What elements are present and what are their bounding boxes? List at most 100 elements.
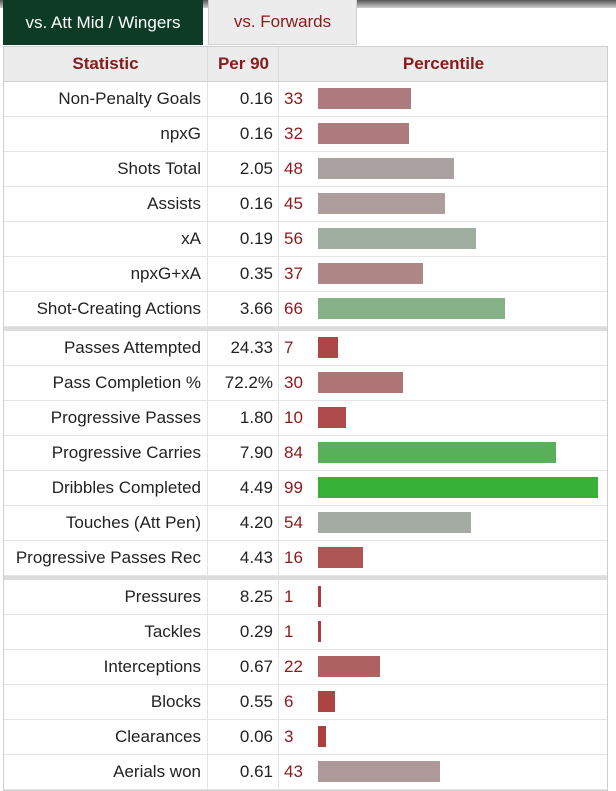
percentile-bar [318,123,409,144]
table-row: Passes Attempted 24.33 7 [4,327,607,366]
percentile-bar [318,477,598,498]
stat-name: npxG+xA [130,264,201,283]
percentile-bar [318,193,445,214]
table-row: Non-Penalty Goals 0.16 33 [4,82,607,117]
percentile-bar [318,158,454,179]
percentile-value: 6 [284,692,294,711]
percentile-value: 54 [284,513,303,532]
stat-name: Clearances [115,727,201,746]
tab-att-mid-wingers[interactable]: vs. Att Mid / Wingers [3,0,203,45]
table-row: Pressures 8.25 1 [4,576,607,615]
table-row: npxG 0.16 32 [4,117,607,152]
stat-name: Assists [147,194,201,213]
percentile-cell: 43 [278,755,608,789]
percentile-cell: 99 [278,471,608,505]
percentile-cell: 10 [278,401,608,435]
stat-name: Progressive Passes [50,408,201,427]
percentile-cell: 3 [278,720,608,754]
per90-value: 4.49 [207,471,278,505]
per90-value: 0.67 [207,650,278,684]
stat-name: Aerials won [113,762,201,781]
table-row: Progressive Passes Rec 4.43 16 [4,541,607,576]
per90-value: 0.19 [207,222,278,256]
percentile-value: 22 [284,657,303,676]
percentile-bar [318,691,335,712]
percentile-bar [318,656,380,677]
table-row: Blocks 0.55 6 [4,685,607,720]
per90-value: 0.55 [207,685,278,719]
per90-value: 1.80 [207,401,278,435]
percentile-value: 48 [284,159,303,178]
percentile-cell: 7 [278,331,608,365]
percentile-value: 56 [284,229,303,248]
stat-name: Pass Completion % [52,373,201,392]
table-row: Clearances 0.06 3 [4,720,607,755]
percentile-value: 33 [284,89,303,108]
percentile-value: 43 [284,762,303,781]
stat-name: Progressive Carries [51,443,201,462]
percentile-cell: 32 [278,117,608,151]
percentile-bar [318,88,411,109]
per90-value: 4.43 [207,541,278,575]
percentile-value: 66 [284,299,303,318]
header-percentile[interactable]: Percentile [278,47,608,81]
percentile-cell: 22 [278,650,608,684]
percentile-cell: 48 [278,152,608,186]
per90-value: 2.05 [207,152,278,186]
percentile-bar [318,298,505,319]
percentile-cell: 30 [278,366,608,400]
per90-value: 0.29 [207,615,278,649]
percentile-value: 10 [284,408,303,427]
tab-forwards[interactable]: vs. Forwards [208,0,357,45]
per90-value: 72.2% [207,366,278,400]
percentile-value: 45 [284,194,303,213]
percentile-bar [318,512,471,533]
header-statistic[interactable]: Statistic [72,54,139,73]
per90-value: 24.33 [207,331,278,365]
stat-name: Interceptions [103,657,201,676]
per90-value: 7.90 [207,436,278,470]
table-row: Shots Total 2.05 48 [4,152,607,187]
stat-name: Shot-Creating Actions [36,299,201,318]
stat-name: Shots Total [117,159,201,178]
percentile-bar [318,337,338,358]
table-row: Dribbles Completed 4.49 99 [4,471,607,506]
percentile-cell: 84 [278,436,608,470]
percentile-value: 1 [284,587,294,606]
per90-value: 0.16 [207,117,278,151]
per90-value: 0.35 [207,257,278,291]
percentile-cell: 6 [278,685,608,719]
table-row: Pass Completion % 72.2% 30 [4,366,607,401]
percentile-cell: 37 [278,257,608,291]
percentile-value: 16 [284,548,303,567]
table-row: Tackles 0.29 1 [4,615,607,650]
percentile-cell: 56 [278,222,608,256]
percentile-cell: 66 [278,292,608,326]
scouting-report-table: Statistic Per 90 Percentile Non-Penalty … [3,46,608,791]
table-row: Interceptions 0.67 22 [4,650,607,685]
stat-name: xA [181,229,201,248]
stat-name: Touches (Att Pen) [65,513,201,532]
percentile-cell: 33 [278,82,608,116]
percentile-cell: 54 [278,506,608,540]
header-per90[interactable]: Per 90 [207,47,279,81]
percentile-bar [318,407,346,428]
per90-value: 4.20 [207,506,278,540]
stat-name: Progressive Passes Rec [15,548,201,567]
table-row: Progressive Carries 7.90 84 [4,436,607,471]
per90-value: 0.16 [207,187,278,221]
percentile-cell: 45 [278,187,608,221]
percentile-cell: 1 [278,580,608,614]
percentile-bar [318,263,423,284]
stat-name: npxG [160,124,201,143]
table-body: Non-Penalty Goals 0.16 33 npxG 0.16 32 Shots T… [4,82,607,790]
stat-name: Dribbles Completed [51,478,201,497]
table-row: Progressive Passes 1.80 10 [4,401,607,436]
percentile-value: 30 [284,373,303,392]
table-row: Assists 0.16 45 [4,187,607,222]
percentile-value: 32 [284,124,303,143]
percentile-value: 3 [284,727,294,746]
stat-name: Blocks [150,692,201,711]
table-row: Touches (Att Pen) 4.20 54 [4,506,607,541]
percentile-cell: 1 [278,615,608,649]
